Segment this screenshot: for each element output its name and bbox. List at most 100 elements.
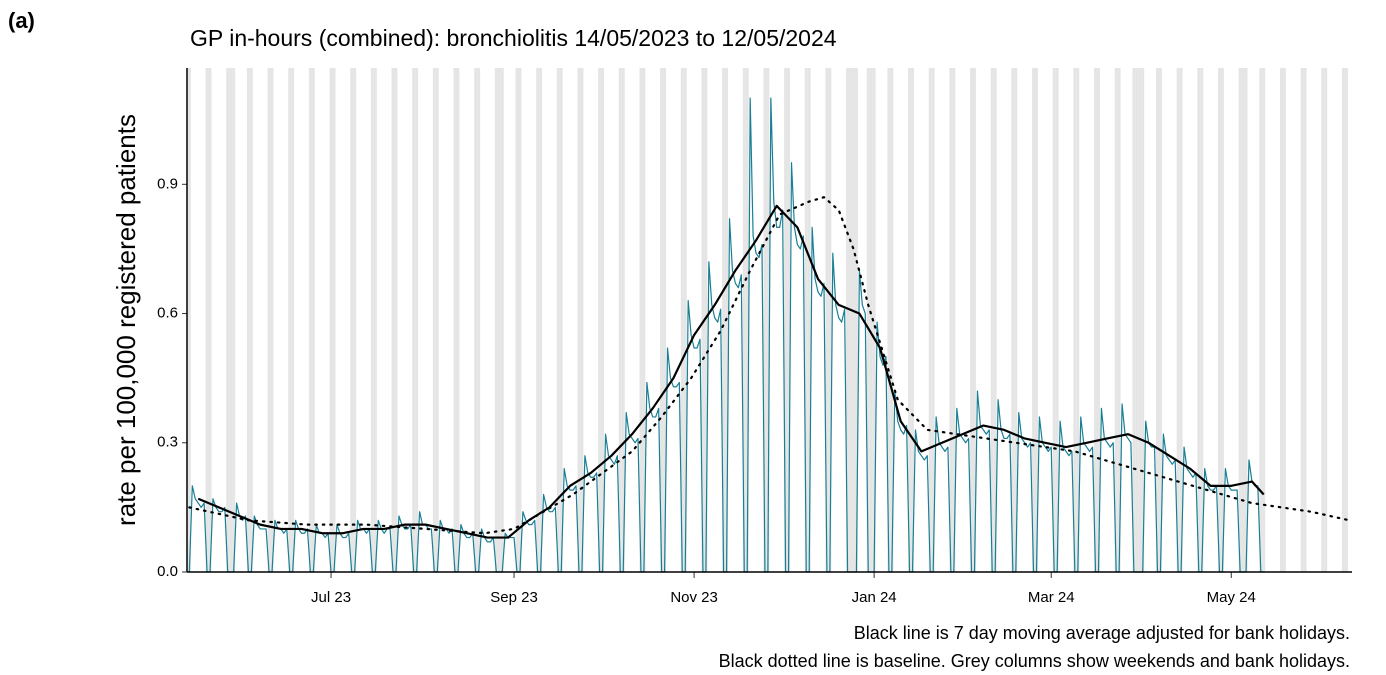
shaded-column <box>1279 68 1283 572</box>
shaded-column <box>1156 68 1159 572</box>
shaded-column <box>270 68 274 572</box>
shaded-column <box>618 68 622 572</box>
shaded-column <box>825 68 829 572</box>
shaded-column <box>432 68 436 572</box>
shaded-column <box>621 68 625 572</box>
shaded-column <box>412 68 416 572</box>
shaded-column <box>208 68 212 572</box>
shaded-column <box>1220 68 1224 572</box>
x-tick-label: Mar 24 <box>1028 589 1075 606</box>
shaded-column <box>229 68 233 572</box>
footnote: Black line is 7 day moving average adjus… <box>854 623 1350 643</box>
shaded-column <box>500 68 504 572</box>
shaded-column <box>1341 68 1345 572</box>
shaded-column <box>911 68 914 572</box>
shaded-column <box>1300 68 1304 572</box>
shaded-column <box>580 68 584 572</box>
shaded-column <box>474 68 478 572</box>
shaded-column <box>536 68 540 572</box>
shaded-column <box>1114 68 1118 572</box>
shaded-column <box>704 68 708 572</box>
shaded-column <box>332 68 336 572</box>
shaded-column <box>232 68 236 572</box>
footnote: Black dotted line is baseline. Grey colu… <box>719 651 1350 671</box>
shaded-column <box>952 68 956 572</box>
shaded-column <box>949 68 953 572</box>
shaded-column <box>311 68 315 572</box>
shaded-column <box>742 68 746 572</box>
shaded-column <box>642 68 646 572</box>
shaded-column <box>1135 68 1139 572</box>
shaded-column <box>1011 68 1015 572</box>
shaded-column <box>787 68 791 572</box>
shaded-column <box>1217 68 1221 572</box>
x-tick-label: Sep 23 <box>490 589 538 606</box>
shaded-column <box>226 68 230 572</box>
shaded-column <box>745 68 749 572</box>
shaded-column <box>887 68 891 572</box>
y-axis-title: rate per 100,000 registered patients <box>111 114 141 526</box>
shaded-column <box>308 68 312 572</box>
shaded-column <box>683 68 687 572</box>
shaded-column <box>1324 68 1328 572</box>
shaded-column <box>1158 68 1162 572</box>
shaded-column <box>435 68 439 572</box>
y-tick-label: 0.6 <box>157 305 178 322</box>
shaded-column <box>1141 68 1145 572</box>
shaded-column <box>1282 68 1286 572</box>
shaded-column <box>639 68 643 572</box>
shaded-column <box>970 68 974 572</box>
shaded-column <box>849 68 852 572</box>
shaded-column <box>866 68 870 572</box>
shaded-column <box>291 68 295 572</box>
shaded-column <box>828 68 832 572</box>
shaded-column <box>1238 68 1242 572</box>
shaded-column <box>990 68 994 572</box>
shaded-column <box>890 68 894 572</box>
shaded-column <box>722 68 726 572</box>
shaded-column <box>373 68 377 572</box>
shaded-column <box>556 68 560 572</box>
shaded-column <box>807 68 811 572</box>
shaded-column <box>784 68 788 572</box>
shaded-column <box>391 68 395 572</box>
shaded-column <box>267 68 271 572</box>
shaded-column <box>353 68 357 572</box>
shaded-column <box>928 68 932 572</box>
shaded-column <box>931 68 935 572</box>
shaded-column <box>350 68 354 572</box>
shaded-column <box>763 68 767 572</box>
shaded-column <box>456 68 460 572</box>
shaded-column <box>1179 68 1183 572</box>
shaded-column <box>329 68 333 572</box>
shaded-column <box>973 68 976 572</box>
shaded-column <box>246 68 250 572</box>
shaded-column <box>766 68 770 572</box>
shaded-column <box>1138 68 1142 572</box>
shaded-column <box>1076 68 1080 572</box>
shaded-column <box>1096 68 1100 572</box>
shaded-column <box>1344 68 1348 572</box>
shaded-column <box>846 68 850 572</box>
shaded-column <box>497 68 501 572</box>
shaded-column <box>908 68 912 572</box>
shaded-column <box>249 68 253 572</box>
x-tick-label: Jan 24 <box>852 589 897 606</box>
shaded-column <box>993 68 997 572</box>
shaded-column <box>1241 68 1245 572</box>
shaded-column <box>494 68 498 572</box>
plot-area: 0.0 0.3 0.6 0.9 Jul 23 Sep 23 Nov 23 Jan 24 Mar … <box>157 68 1352 606</box>
y-tick-label: 0.3 <box>157 434 178 451</box>
shaded-column <box>854 68 858 572</box>
shaded-column <box>539 68 543 572</box>
shaded-column <box>415 68 419 572</box>
shaded-column <box>1055 68 1059 572</box>
shaded-column <box>601 68 605 572</box>
series-line <box>197 204 1265 539</box>
shaded-column <box>851 68 855 572</box>
x-tick-label: Jul 23 <box>311 589 351 606</box>
shaded-column <box>1259 68 1263 572</box>
shaded-column <box>1094 68 1097 572</box>
shaded-column <box>660 68 664 572</box>
